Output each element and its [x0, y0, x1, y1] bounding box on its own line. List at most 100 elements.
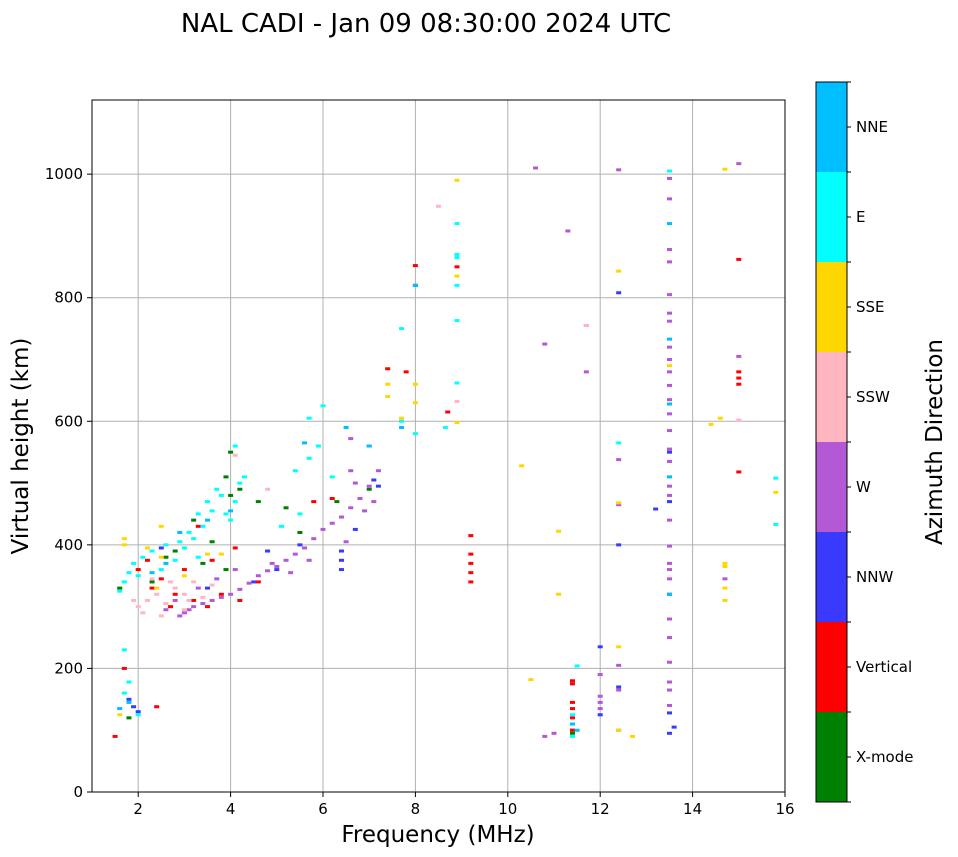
echo-point-nnw — [371, 478, 377, 482]
echo-point-w — [163, 608, 169, 612]
echo-point-sse — [218, 552, 224, 556]
echo-point-w — [311, 537, 317, 541]
echo-point-vertical — [736, 382, 742, 386]
echo-point-nnw — [667, 450, 672, 454]
echo-point-w — [269, 561, 275, 565]
echo-point-w — [209, 598, 215, 602]
echo-point-w — [667, 398, 672, 402]
echo-point-w — [616, 168, 622, 172]
echo-point-ssw — [200, 595, 206, 599]
echo-point-vertical — [736, 470, 742, 474]
echo-point-w — [667, 429, 672, 433]
echo-point-nne — [228, 509, 234, 513]
echo-point-e — [181, 546, 187, 550]
echo-point-x-mode — [569, 731, 575, 735]
echo-point-sse — [144, 546, 150, 550]
echo-point-w — [667, 518, 672, 522]
echo-point-w — [181, 611, 187, 615]
x-tick-label: 4 — [226, 800, 236, 818]
echo-point-vertical — [168, 605, 174, 609]
echo-point-w — [597, 700, 603, 704]
echo-point-w — [375, 469, 381, 473]
echo-point-nnw — [653, 507, 659, 511]
echo-point-e — [454, 222, 460, 226]
echo-point-x-mode — [126, 716, 132, 720]
echo-point-x-mode — [228, 493, 234, 497]
echo-point-e — [315, 444, 321, 448]
echo-point-w — [551, 731, 557, 735]
echo-point-w — [667, 412, 672, 416]
echo-point-nne — [667, 402, 672, 406]
echo-point-ssw — [158, 614, 164, 618]
colorbar-category-label: X-mode — [856, 748, 913, 766]
echo-point-w — [218, 595, 224, 599]
echo-point-e — [121, 648, 127, 652]
x-axis-label: Frequency (MHz) — [341, 822, 534, 848]
echo-point-e — [195, 512, 201, 516]
colorbar-category-label: NNE — [856, 118, 888, 136]
echo-point-w — [667, 636, 672, 640]
echo-point-ssw — [149, 577, 155, 581]
echo-point-nne — [117, 707, 123, 711]
echo-point-sse — [412, 382, 418, 386]
x-tick-label: 8 — [411, 800, 421, 818]
echo-point-w — [667, 688, 672, 692]
echo-point-e — [121, 691, 127, 695]
echo-point-nnw — [671, 725, 677, 729]
echo-point-nnw — [251, 580, 257, 584]
echo-point-nnw — [597, 645, 603, 649]
colorbar-segment — [816, 262, 847, 352]
echo-point-w — [667, 370, 672, 374]
echo-point-nne — [343, 425, 349, 429]
echo-point-w — [667, 260, 672, 264]
colorbar-segment — [816, 532, 847, 622]
echo-point-e — [297, 512, 303, 516]
echo-point-vertical — [412, 264, 418, 268]
echo-point-w — [343, 540, 349, 544]
echo-point-w — [371, 500, 377, 504]
echo-point-sse — [616, 501, 622, 505]
colorbar-category-label: SSE — [856, 298, 885, 316]
echo-point-e — [454, 252, 460, 256]
echo-point-nne — [667, 475, 672, 479]
echo-point-w — [533, 166, 539, 170]
x-tick-label: 14 — [683, 800, 702, 818]
echo-point-e — [773, 476, 779, 480]
echo-point-w — [542, 734, 548, 738]
echo-point-sse — [454, 274, 460, 278]
echo-point-sse — [121, 543, 127, 547]
echo-point-w — [667, 293, 672, 297]
echo-point-nnw — [616, 543, 622, 547]
echo-point-nnw — [131, 705, 137, 709]
echo-point-sse — [117, 713, 123, 717]
echo-point-sse — [616, 269, 622, 273]
echo-point-nnw — [265, 549, 271, 553]
colorbar-segment — [816, 622, 847, 712]
echo-point-nnw — [338, 558, 344, 562]
grid-lines — [92, 100, 786, 793]
echo-point-e — [278, 524, 284, 528]
echo-point-x-mode — [223, 475, 229, 479]
echo-point-e — [616, 441, 622, 445]
echo-point-w — [302, 546, 308, 550]
data-points — [112, 162, 779, 738]
echo-point-ssw — [436, 204, 441, 208]
echo-point-w — [288, 571, 294, 575]
echo-point-vertical — [569, 707, 575, 711]
y-axis-ticks: 0 200 400 600 800 1000 — [45, 165, 92, 801]
echo-point-x-mode — [172, 549, 178, 553]
colorbar-segment — [816, 82, 847, 172]
echo-point-e — [773, 522, 779, 526]
echo-point-w — [320, 527, 326, 531]
echo-point-vertical — [468, 534, 474, 538]
echo-point-sse — [399, 416, 405, 420]
echo-point-sse — [722, 586, 728, 590]
echo-point-w — [667, 358, 672, 361]
echo-point-nnw — [297, 543, 303, 547]
echo-point-e — [442, 425, 448, 429]
echo-point-nnw — [667, 711, 672, 715]
echo-point-e — [329, 475, 335, 479]
echo-point-w — [722, 577, 728, 581]
echo-point-nnw — [616, 291, 622, 295]
